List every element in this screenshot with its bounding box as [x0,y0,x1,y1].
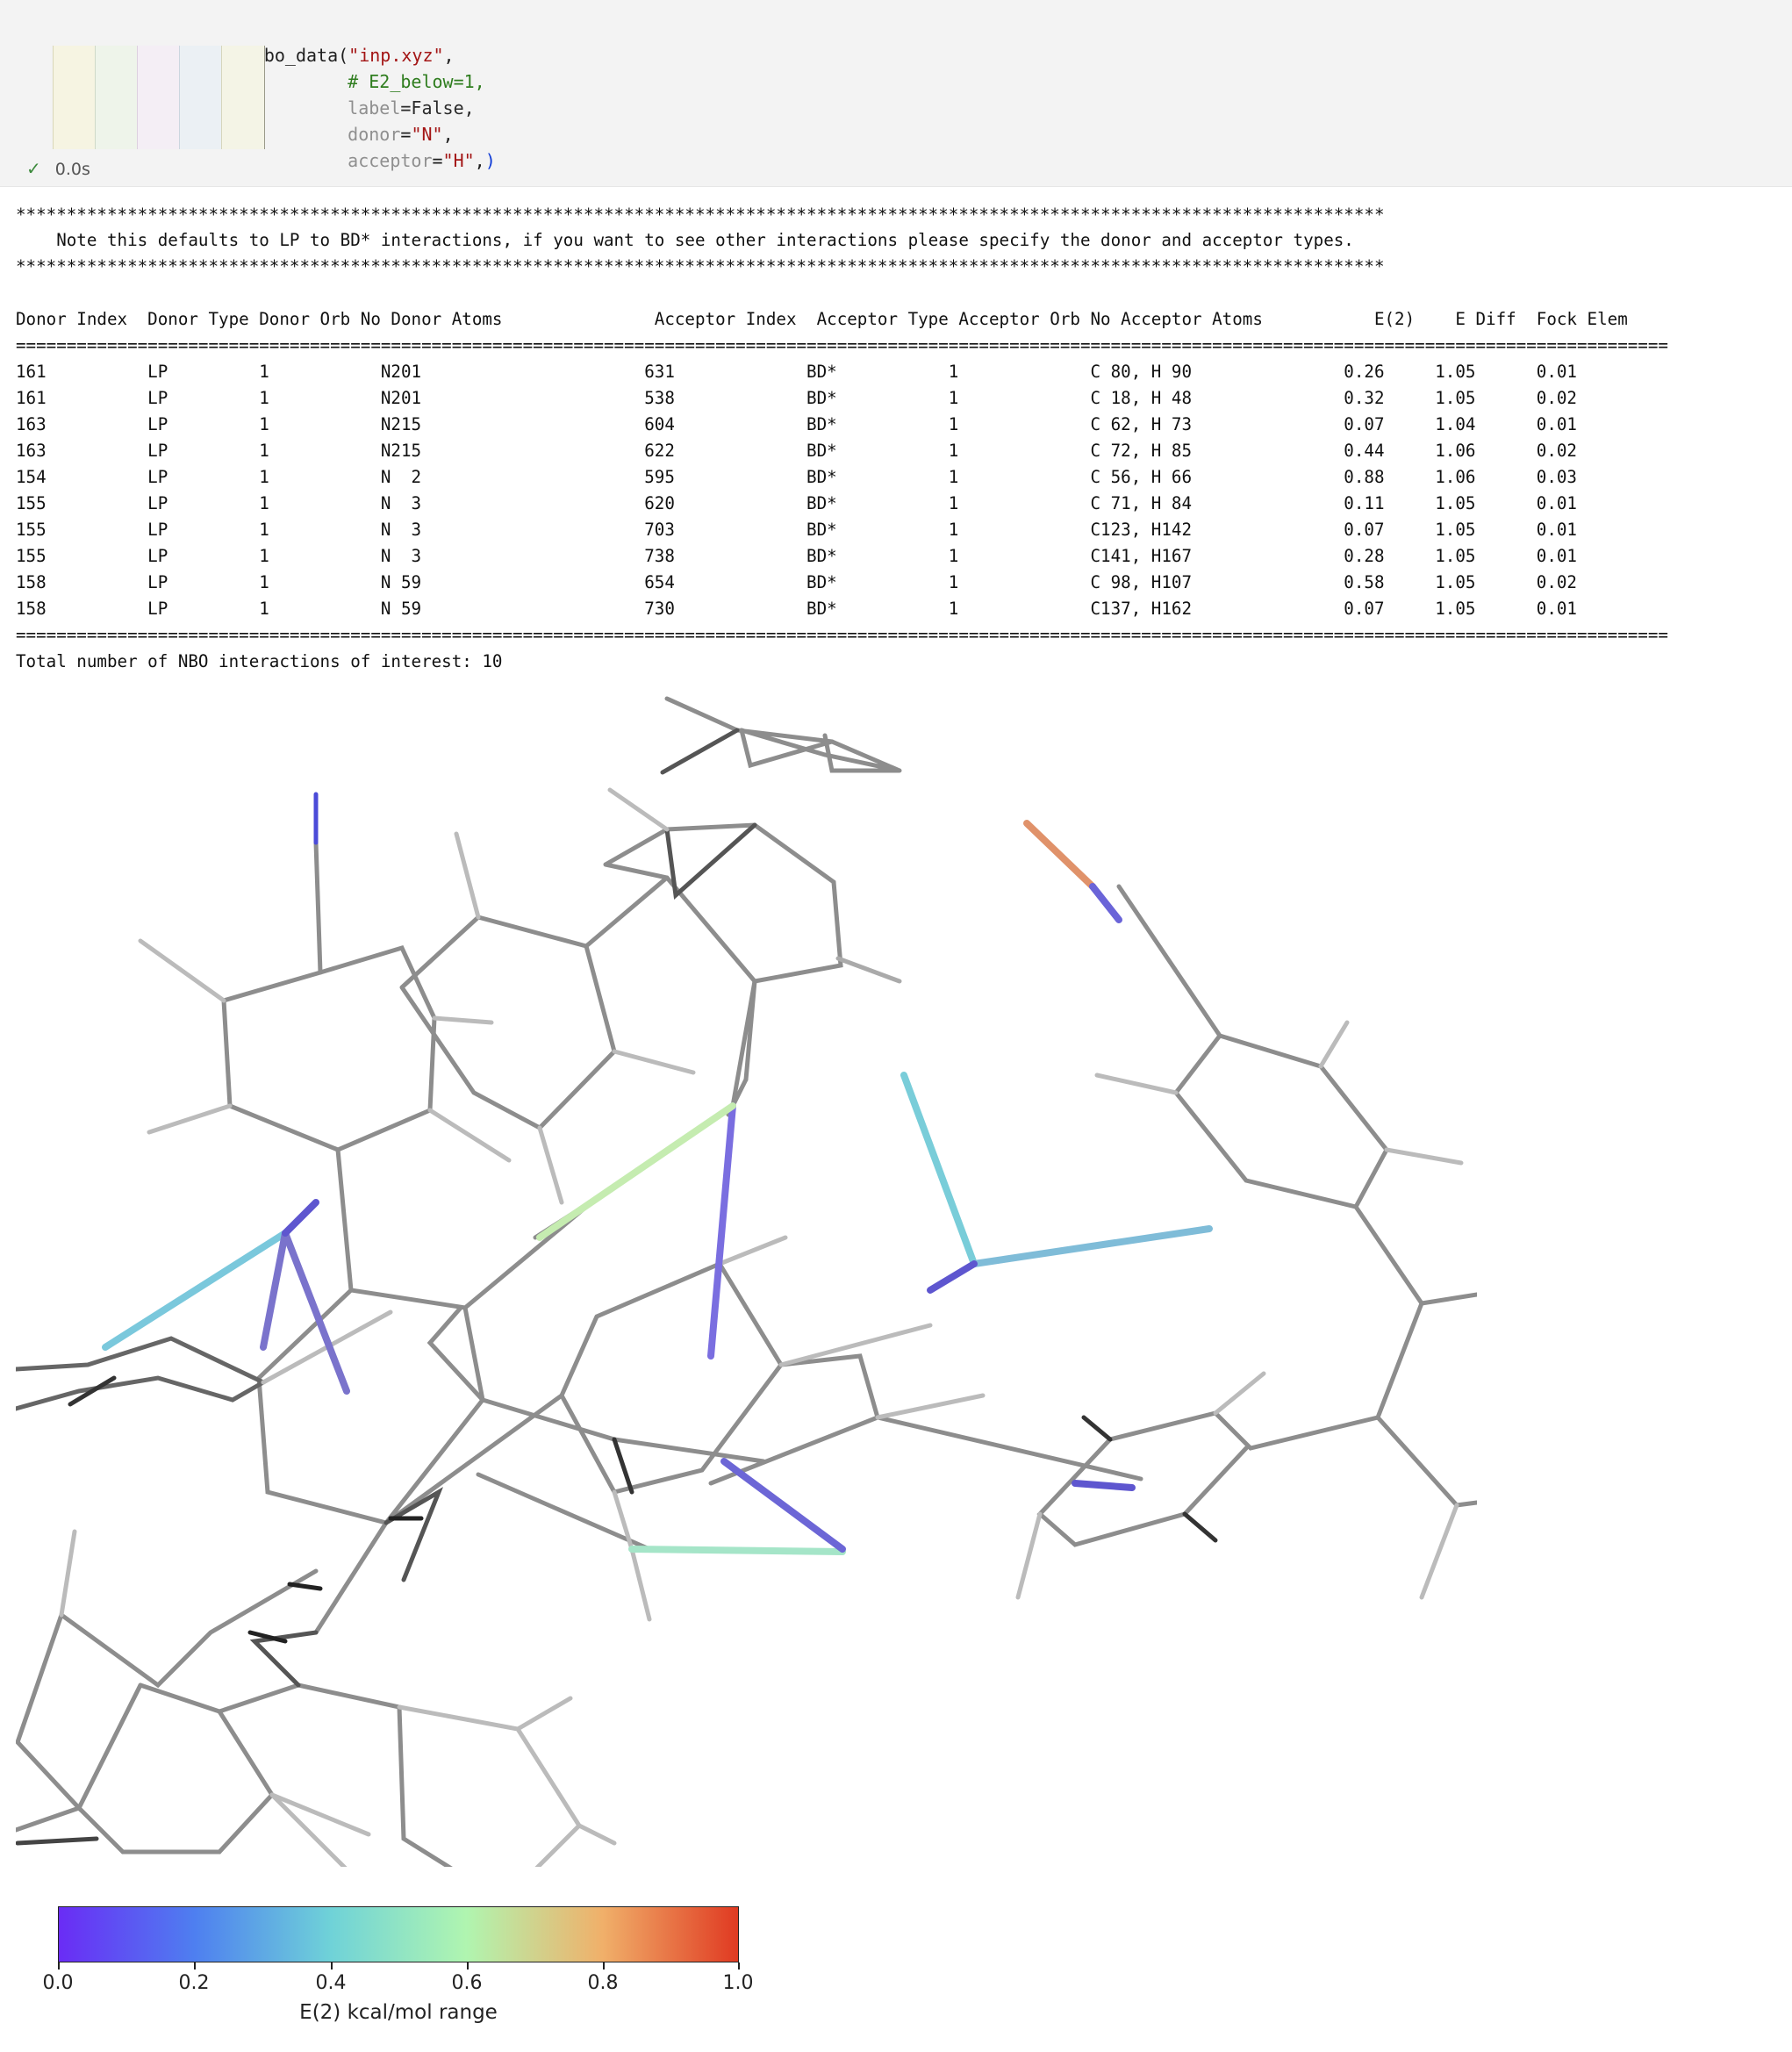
code-line-5[interactable]: acceptor="H",) [348,150,496,171]
table-row: 163 LP 1 N215 622 BD* 1 C 72, H 85 0.44 … [16,441,1577,461]
table-row: 158 LP 1 N 59 730 BD* 1 C137, H162 0.07 … [16,599,1577,619]
colorbar-tick-label: 0.4 [315,1972,347,1994]
colorbar-tick-label: 0.0 [42,1972,74,1994]
interaction-green [536,1102,736,1241]
colorbar-tick [738,1962,740,1969]
output-stars-top: ****************************************… [16,204,1385,225]
colorbar-tick [58,1962,60,1969]
colorbar-tick [603,1962,605,1969]
table-row: 163 LP 1 N215 604 BD* 1 C 62, H 73 0.07 … [16,414,1577,434]
table-header: Donor Index Donor Type Donor Orb No Dono… [16,309,1628,329]
molecule-structure[interactable] [16,695,1477,1867]
colorbar-tick-label: 1.0 [722,1972,754,1994]
interaction-link [282,1199,319,1237]
table-row: 154 LP 1 N 2 595 BD* 1 C 56, H 66 0.88 1… [16,467,1577,487]
bonds [16,696,1477,1867]
indent-guide [179,46,222,149]
colorbar-tick [194,1962,196,1969]
table-rule-bottom: ========================================… [16,625,1668,645]
interaction-lines [102,820,1213,1555]
table-row: 161 LP 1 N201 538 BD* 1 C 18, H 48 0.32 … [16,388,1577,408]
execution-time: 0.0s [54,160,90,179]
output-note: Note this defaults to LP to BD* interact… [16,230,1354,250]
colorbar [58,1906,739,1962]
table-row: 161 LP 1 N201 631 BD* 1 C 80, H 90 0.26 … [16,362,1577,382]
output-stars-bottom: ****************************************… [16,256,1385,276]
colorbar-tick [467,1962,469,1969]
colorbar-tick-label: 0.8 [587,1972,619,1994]
interaction-link [1089,883,1122,923]
colorbar-tick [331,1962,333,1969]
interaction-link [1072,1480,1136,1491]
colorbar-tick-label: 0.2 [178,1972,210,1994]
interaction-mid-left [707,1102,736,1360]
code-line-2[interactable]: # E2_below=1, [348,71,485,92]
indent-guide [221,46,265,149]
colorbar-label: E(2) kcal/mol range [299,2001,498,2024]
table-row: 155 LP 1 N 3 703 BD* 1 C123, H142 0.07 1… [16,520,1577,540]
table-row: 158 LP 1 N 59 654 BD* 1 C 98, H107 0.58 … [16,572,1577,592]
interaction-link [927,1260,978,1294]
interaction-purple-left [282,1230,350,1395]
colorbar-tick-label: 0.6 [451,1972,483,1994]
code-cell[interactable]: test.visualise_nbo_data("inp.xyz", # E2_… [0,0,1792,187]
interaction-mint [628,1546,846,1555]
interaction-cyan-left [102,1230,289,1351]
execution-status: ✓ 0.0s [26,158,90,179]
interaction-purple-left [260,1230,289,1351]
interaction-cyan [900,1072,978,1267]
indent-guide [137,46,180,149]
table-row: 155 LP 1 N 3 620 BD* 1 C 71, H 84 0.11 1… [16,493,1577,513]
table-rule-top: ========================================… [16,335,1668,355]
molecule-viewer[interactable] [16,695,1477,1867]
check-icon: ✓ [26,158,41,179]
total-interactions: Total number of NBO interactions of inte… [16,651,503,671]
indent-guide [53,46,96,149]
table-row: 155 LP 1 N 3 738 BD* 1 C141, H167 0.28 1… [16,546,1577,566]
interaction-blue-right [971,1225,1213,1267]
indent-guide [95,46,138,149]
interaction-high-energy [1023,820,1096,890]
code-line-4[interactable]: donor="N", [348,124,454,145]
code-line-3[interactable]: label=False, [348,97,475,118]
interaction-purple-bottom [720,1458,846,1553]
